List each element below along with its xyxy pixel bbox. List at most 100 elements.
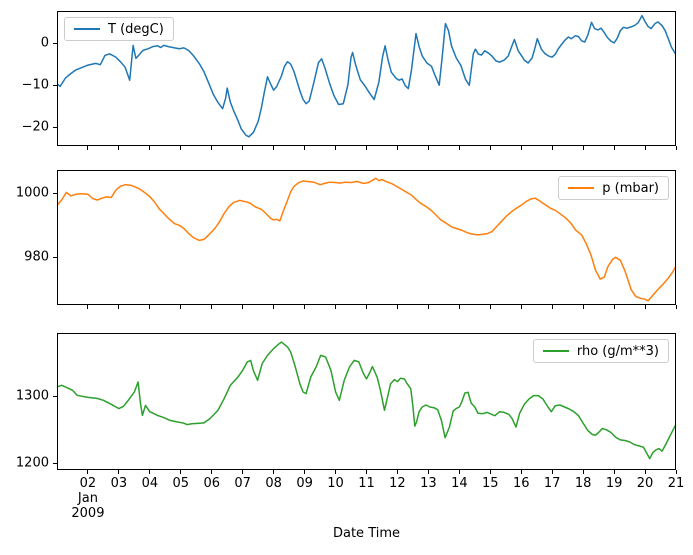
x-tick-mark [366,305,367,309]
plot-canvas [57,170,676,305]
x-tick-mark [366,470,367,474]
x-tick-mark [366,146,367,150]
x-tick-mark [551,305,553,309]
x-tick-mark [87,146,89,150]
x-tick-label: 12 [389,476,406,491]
x-tick-mark [180,146,182,150]
temperature-subplot: T (degC) 0 −10 −20 [22,11,677,150]
x-tick-label: 14 [451,476,468,491]
x-tick-label: 13 [420,476,437,491]
x-tick-mark [335,146,337,150]
x-tick-mark [242,470,244,474]
x-tick-label: 20 [636,476,654,491]
x-tick-mark [118,470,120,474]
legend-line-sample [74,28,100,30]
x-tick-mark [613,470,615,474]
x-tick-mark [675,305,677,309]
y-tick-mark [53,192,57,194]
x-tick-mark [304,470,306,474]
y-tick-label: 980 [24,249,49,265]
x-tick-label: 06 [203,476,221,491]
x-tick-mark [335,470,337,474]
axes-frame [57,333,676,470]
x-tick-label: 10 [327,476,344,491]
density-subplot: rho (g/m**3) 1300 1200 02 Jan 2009 03 04 05 06… [16,333,684,521]
x-tick-mark [242,146,244,150]
x-tick-mark [582,305,584,309]
legend-line-sample [568,187,595,189]
x-tick-mark [118,146,120,150]
series-line [57,14,676,138]
plot-canvas [57,11,676,146]
axes-frame [57,170,676,305]
x-tick-label: 15 [482,476,499,491]
y-tick-label: 1300 [15,388,49,404]
legend-density: rho (g/m**3) [532,339,669,363]
x-tick-mark [613,146,615,150]
series-line [57,341,676,460]
x-tick-mark [273,146,275,150]
y-tick-label: −10 [21,77,49,93]
x-tick-label: 11 [358,476,375,491]
x-tick-mark [551,470,553,474]
x-tick-mark [613,305,615,309]
x-tick-mark [211,146,213,150]
x-tick-label: 07 [234,476,251,491]
y-tick-label: 0 [40,35,49,51]
x-tick-mark [427,305,429,309]
x-tick-mark [551,146,553,150]
x-tick-mark [87,470,89,474]
x-tick-mark [489,305,491,309]
x-tick-label: 19 [605,476,623,491]
pressure-subplot: p (mbar) 1000 980 [16,170,677,309]
x-tick-mark [149,470,151,474]
x-tick-label: 16 [512,476,530,491]
legend-label: p (mbar) [602,180,659,196]
series-line [57,177,676,302]
x-tick-mark [582,146,584,150]
x-tick-mark [211,305,213,309]
x-tick-mark [458,146,460,150]
x-tick-mark [180,470,182,474]
x-tick-label: 08 [265,476,282,491]
x-tick-mark [644,305,646,309]
legend-label: rho (g/m**3) [576,343,659,359]
x-tick-mark [304,305,306,309]
x-tick-mark [242,305,244,309]
x-tick-mark [489,146,491,150]
x-tick-mark [520,146,522,150]
x-tick-mark [118,305,120,309]
y-tick-label: −20 [21,119,49,135]
legend-temperature: T (degC) [64,17,174,41]
x-tick-mark [87,305,89,309]
x-tick-label: 17 [543,476,561,491]
x-tick-mark [149,146,151,150]
legend-pressure: p (mbar) [558,176,669,200]
x-tick-label: 02 Jan 2009 [71,476,105,521]
y-tick-mark [53,256,57,258]
legend-label: T (degC) [108,21,164,37]
x-tick-mark [273,305,275,309]
x-tick-mark [304,146,306,150]
x-tick-label: 09 [296,476,313,491]
legend-line-sample [542,350,569,352]
x-tick-mark [396,146,398,150]
x-tick-mark [644,470,646,474]
x-tick-mark [335,305,337,309]
x-tick-mark [582,470,584,474]
x-tick-label: 18 [574,476,592,491]
y-tick-mark [53,84,57,86]
x-tick-label: 03 [110,476,128,491]
x-tick-mark [396,470,398,474]
x-tick-label: 04 [141,476,159,491]
x-tick-mark [520,470,522,474]
y-tick-label: 1000 [15,185,49,201]
x-tick-mark [396,305,398,309]
x-tick-mark [458,305,460,309]
x-tick-mark [211,470,213,474]
x-tick-mark [427,470,429,474]
x-tick-label: 21 [667,476,685,491]
x-tick-mark [675,146,677,150]
x-tick-mark [644,146,646,150]
